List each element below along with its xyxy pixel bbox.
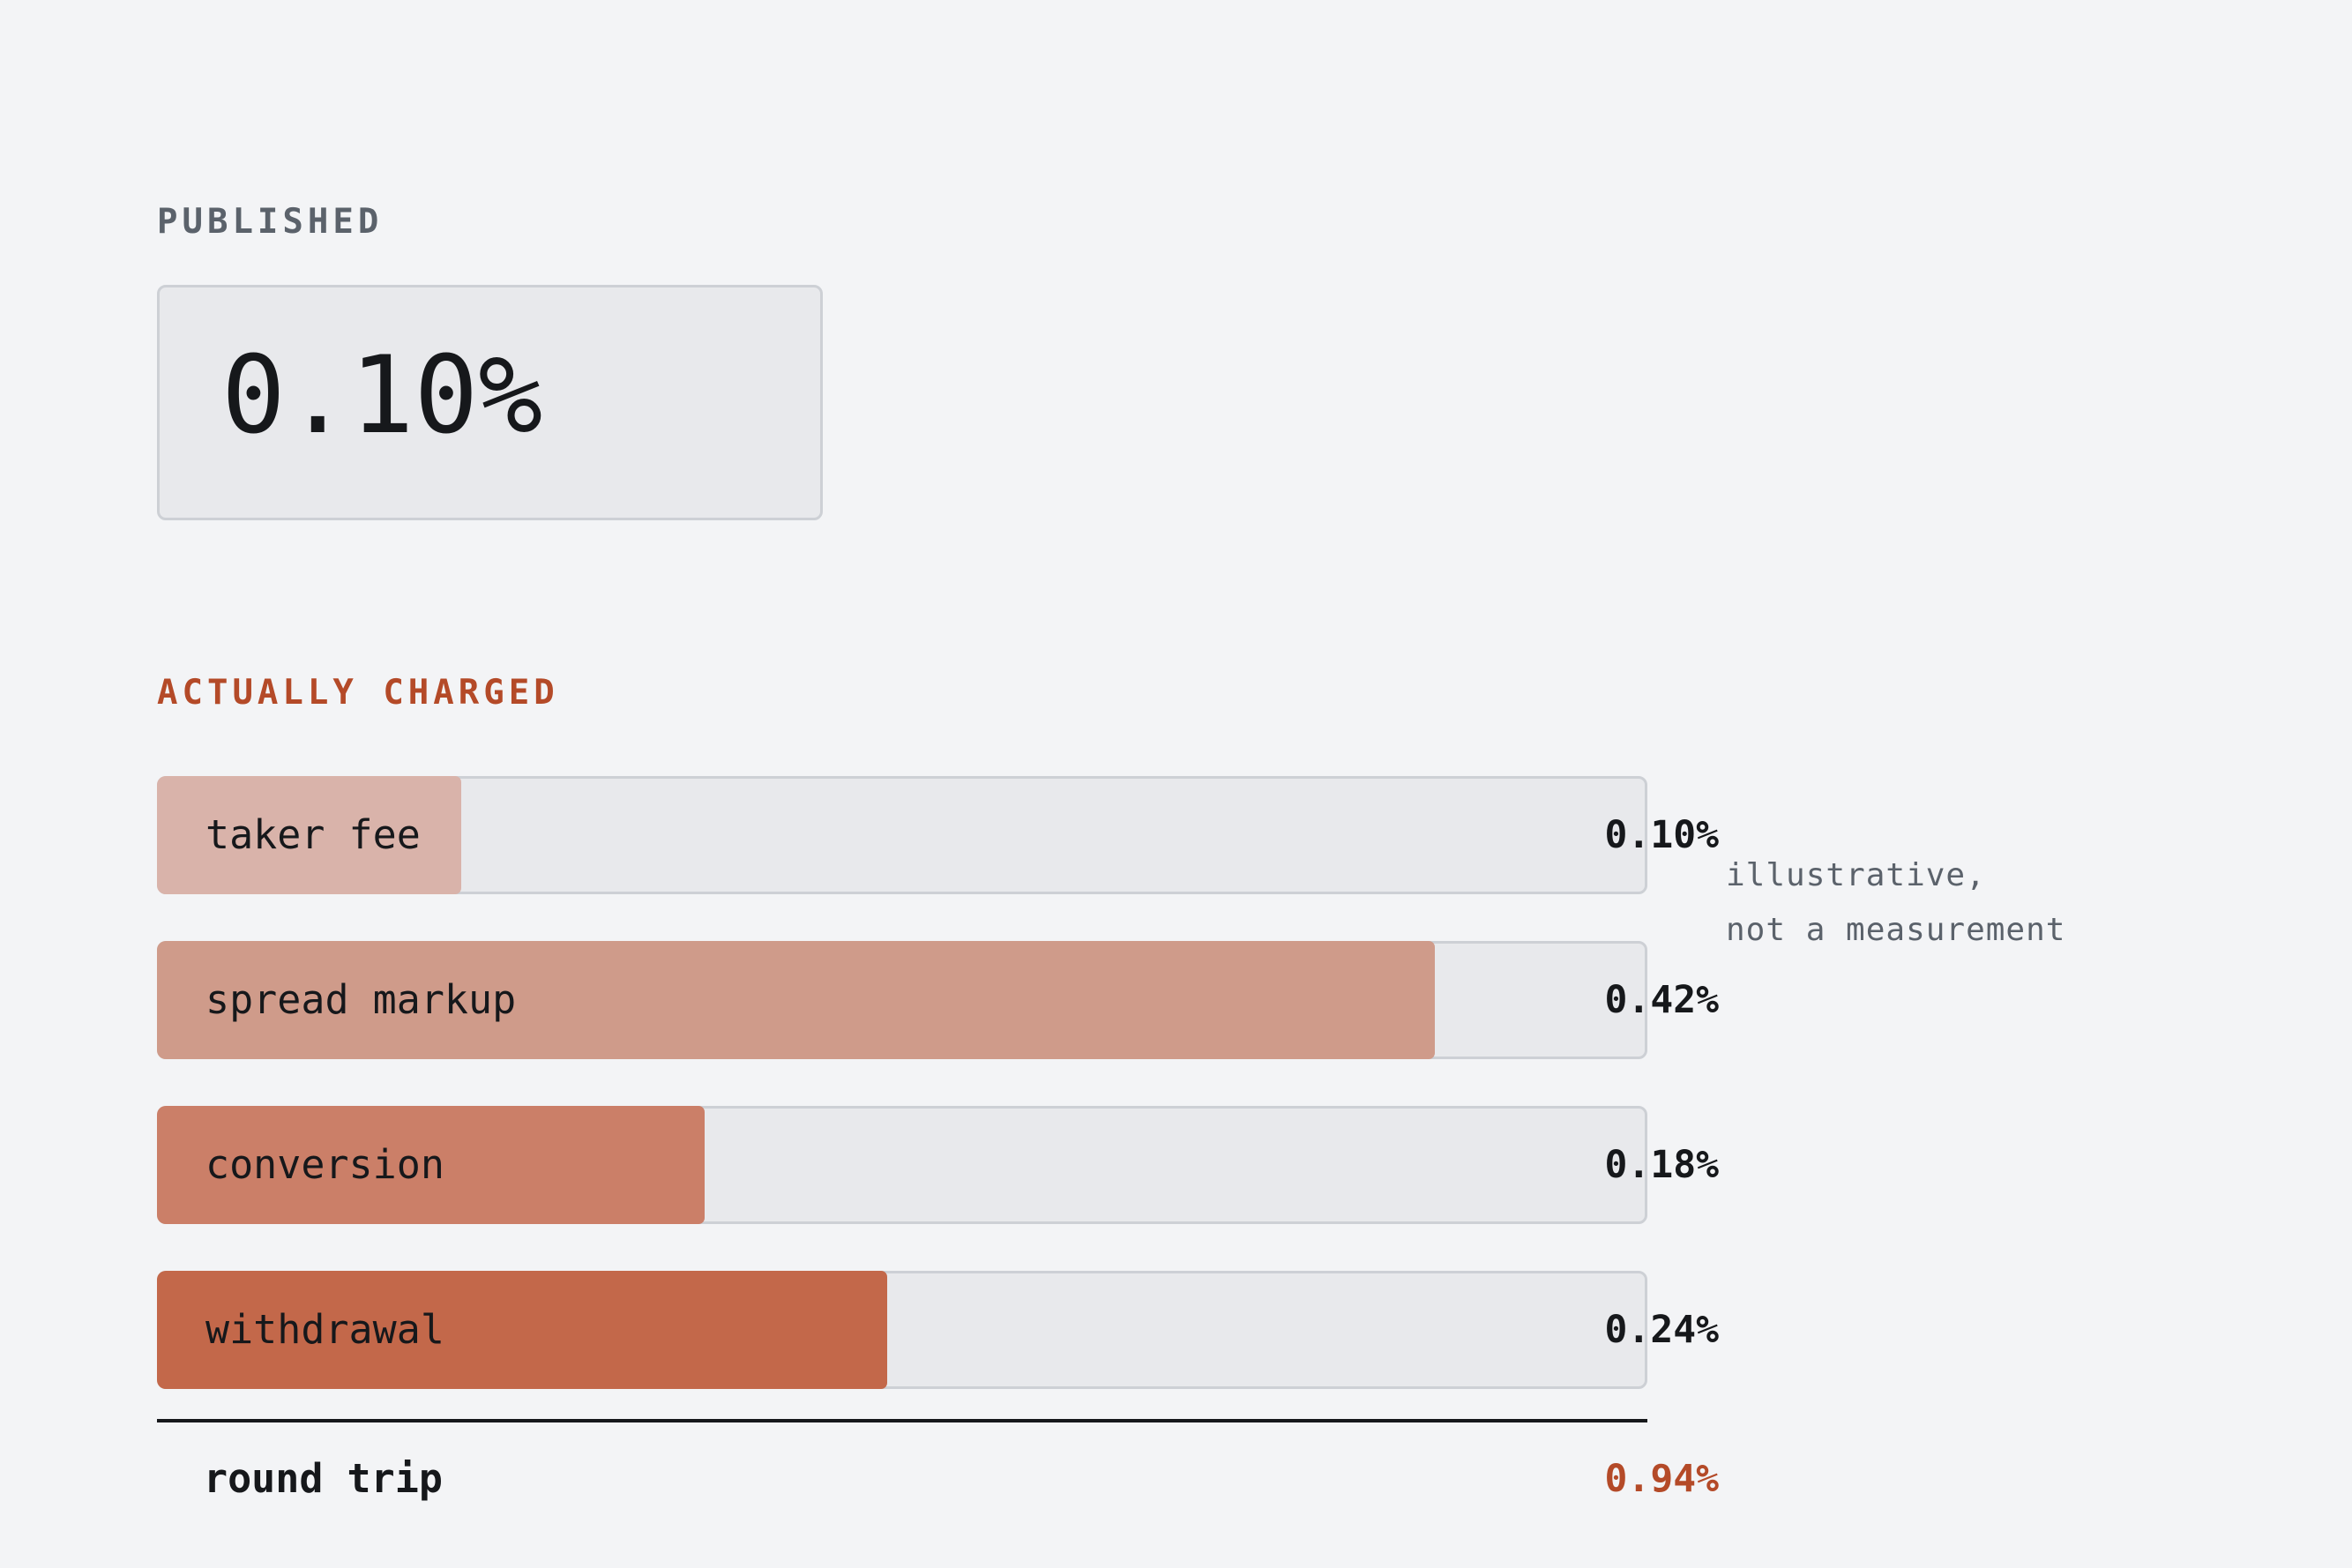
bar-label-withdrawal: withdrawal [205,1306,444,1353]
bar-value-taker-fee: 0.10% [1604,813,1719,857]
round-trip-label: round trip [204,1455,443,1502]
bar-label-spread-markup: spread markup [205,976,517,1023]
bar-track-taker-fee: taker fee [157,776,1647,894]
bar-track-spread-markup: spread markup [157,941,1647,1059]
actually-charged-heading: ACTUALLY CHARGED [157,673,559,713]
published-rate-value: 0.10% [221,333,543,458]
illustrative-note-line-1: illustrative, [1726,857,1986,893]
published-rate-card: 0.10% [157,285,823,520]
illustrative-note-line-2: not a measurement [1726,912,2066,948]
round-trip-value: 0.94% [1604,1457,1719,1501]
published-heading: PUBLISHED [157,202,384,242]
bar-taker-fee [157,776,461,894]
illustrative-note: illustrative, not a measurement [1726,848,2065,958]
bar-spread-markup [157,941,1435,1059]
total-divider [157,1419,1647,1422]
bar-conversion [157,1106,705,1224]
bar-track-withdrawal: withdrawal [157,1271,1647,1389]
bar-value-conversion: 0.18% [1604,1143,1719,1187]
bar-withdrawal [157,1271,887,1389]
bar-label-conversion: conversion [205,1141,444,1188]
bar-track-conversion: conversion [157,1106,1647,1224]
bar-value-spread-markup: 0.42% [1604,978,1719,1022]
bar-label-taker-fee: taker fee [205,811,421,858]
bar-value-withdrawal: 0.24% [1604,1308,1719,1352]
